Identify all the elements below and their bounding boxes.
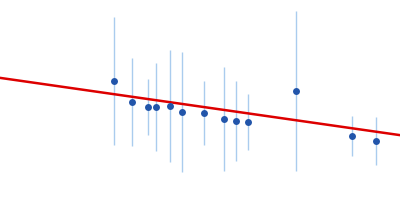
Point xyxy=(245,120,251,124)
Point xyxy=(201,111,207,115)
Point xyxy=(373,139,379,143)
Point xyxy=(167,104,173,108)
Point xyxy=(153,105,159,109)
Point xyxy=(221,117,227,121)
Point xyxy=(179,110,185,114)
Point xyxy=(349,134,355,138)
Point xyxy=(111,79,117,83)
Point xyxy=(233,119,239,123)
Point xyxy=(145,105,151,109)
Point xyxy=(129,100,135,104)
Point xyxy=(293,89,299,93)
